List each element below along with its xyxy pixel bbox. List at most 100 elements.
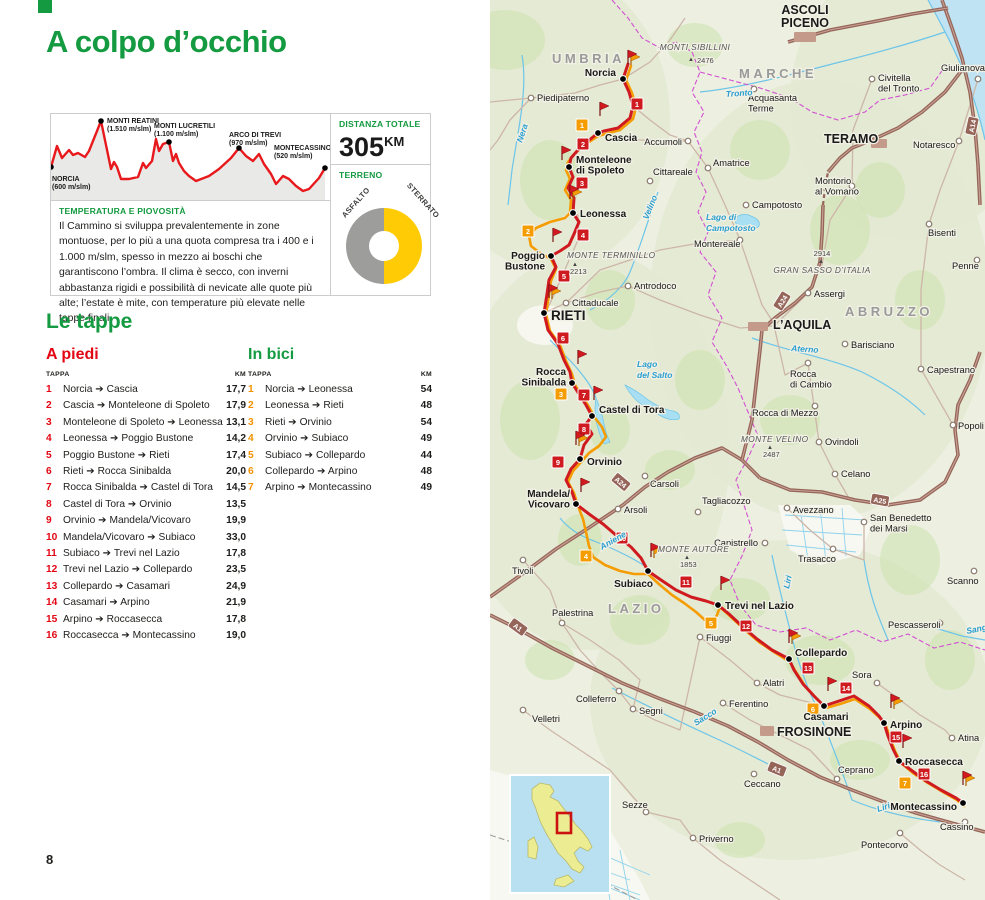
stage-row: 14 Casamari ➔ Arpino 21,9 xyxy=(46,595,246,611)
city-label: FROSINONE xyxy=(777,725,851,739)
stage-km: 19,0 xyxy=(226,630,246,642)
climate-panel: TEMPERATURA E PIOVOSITÀ Il Cammino si sv… xyxy=(50,200,331,324)
stage-marker-number: 1 xyxy=(580,121,584,130)
town-dot xyxy=(917,365,925,373)
peak-elevation: 1853 xyxy=(680,560,697,569)
stage-route: Trevi nel Lazio ➔ Collepardo xyxy=(63,564,193,576)
city-area xyxy=(760,726,774,736)
town-label: Segni xyxy=(639,706,663,716)
stage-row: 2 Cascia ➔ Monteleone di Spoleto 17,9 xyxy=(46,398,246,414)
stage-route: Leonessa ➔ Rieti xyxy=(265,400,344,412)
town-dot xyxy=(811,402,819,410)
route-town-dot xyxy=(568,379,576,387)
stage-marker-number: 16 xyxy=(920,770,928,779)
route-town-dot xyxy=(785,655,793,663)
canal xyxy=(781,529,863,536)
stage-km: 48 xyxy=(420,400,432,412)
distance-value: 305KM xyxy=(339,132,405,162)
route-town-dot xyxy=(565,163,573,171)
stage-number: 14 xyxy=(46,597,58,609)
stage-marker: 9 xyxy=(551,455,565,469)
route-town-dot xyxy=(594,129,602,137)
town-dot xyxy=(562,299,570,307)
stage-marker: 4 xyxy=(576,228,590,242)
elevation-chart-panel: NORCIA (600 m/slm) MONTI REATINI (1.510 m/s… xyxy=(50,113,331,201)
highway-tunnel xyxy=(821,171,830,206)
route-town-dot xyxy=(588,412,596,420)
route-town-dot xyxy=(569,209,577,217)
region-label: UMBRIA xyxy=(552,51,625,66)
town-label: Piedipaterno xyxy=(537,93,589,103)
river xyxy=(934,627,985,641)
town-label: Cittareale xyxy=(653,167,693,177)
town-dot xyxy=(750,770,758,778)
town-dot xyxy=(761,539,769,547)
route-town-dot xyxy=(959,799,967,807)
elevation-area xyxy=(51,121,325,200)
city-area xyxy=(871,139,887,148)
stages-cycling: In bici TAPPA KM 1 Norcia ➔ Leonessa 54 2 Le… xyxy=(248,346,432,497)
stage-marker: 1 xyxy=(575,118,589,132)
elevation-peak-label: MONTECASSINO xyxy=(274,145,330,152)
town-label: Cittaducale xyxy=(572,298,619,308)
peak-elevation: 2213 xyxy=(570,267,587,276)
town-label: Capistrello xyxy=(714,538,758,548)
forest-patch xyxy=(730,120,790,180)
forest-patch xyxy=(525,640,575,680)
stage-row: 13 Collepardo ➔ Casamari 24,9 xyxy=(46,579,246,595)
stage-route: Leonessa ➔ Poggio Bustone xyxy=(63,433,194,445)
city-area xyxy=(748,322,768,331)
route-town-label: Vicovaro xyxy=(528,500,570,511)
town-dot xyxy=(629,705,637,713)
stage-number: 1 xyxy=(248,384,254,395)
town-label: Montorio xyxy=(815,176,851,186)
town-dot xyxy=(704,164,712,172)
stage-marker: 3 xyxy=(554,387,568,401)
lake xyxy=(624,384,680,421)
stage-number: 15 xyxy=(46,613,58,625)
stage-row: 15 Arpino ➔ Roccasecca 17,8 xyxy=(46,612,246,628)
route-town-label: Trevi nel Lazio xyxy=(725,601,794,612)
stage-number: 9 xyxy=(46,515,52,527)
forest-patch xyxy=(500,380,560,460)
elevation-peak-dot xyxy=(236,145,242,151)
road xyxy=(490,78,624,103)
route-town-label: di Spoleto xyxy=(576,166,624,177)
inset-sardinia xyxy=(527,836,539,860)
route-town-dot xyxy=(540,309,548,317)
stage-route: Subiaco ➔ Trevi nel Lazio xyxy=(63,548,180,560)
stage-route: Arpino ➔ Montecassino xyxy=(265,482,372,494)
route-town-label: Collepardo xyxy=(795,648,847,659)
route-town-dot xyxy=(576,455,584,463)
town-dot xyxy=(519,706,527,714)
town-dot xyxy=(925,220,933,228)
town-dot xyxy=(873,679,881,687)
stage-row: 4 Leonessa ➔ Poggio Bustone 14,2 xyxy=(46,431,246,447)
town-label: Avezzano xyxy=(793,505,834,515)
forest-patch xyxy=(895,270,945,330)
elevation-line xyxy=(51,119,327,193)
town-dot xyxy=(684,137,692,145)
elevation-peak-label: ARCO DI TREVI xyxy=(229,132,281,139)
stage-route: Arpino ➔ Roccasecca xyxy=(63,613,163,625)
stage-marker-number: 3 xyxy=(580,179,584,188)
inset-sicily xyxy=(553,874,575,888)
stage-km: 33,0 xyxy=(226,531,246,543)
stage-marker: 7 xyxy=(898,776,912,790)
highway-core xyxy=(490,447,761,598)
stage-number: 5 xyxy=(46,449,52,461)
stage-number: 6 xyxy=(248,466,254,478)
town-label: Celano xyxy=(841,469,870,479)
elevation-peak-label: (600 m/slm) xyxy=(52,184,91,191)
route-town-dot xyxy=(547,252,555,260)
town-label: Ovindoli xyxy=(825,437,859,447)
town-label: Pescasseroli xyxy=(888,620,941,630)
peak-label: MONTE AUTORE xyxy=(658,544,729,554)
canal xyxy=(785,544,857,553)
road xyxy=(543,285,773,329)
stage-marker: 11 xyxy=(679,575,693,589)
inset-highlight-rect xyxy=(555,811,573,835)
stage-flag-icon xyxy=(720,575,731,590)
peak-label: MONTI SIBILLINI xyxy=(660,42,731,52)
elevation-peak-dot xyxy=(166,139,172,145)
